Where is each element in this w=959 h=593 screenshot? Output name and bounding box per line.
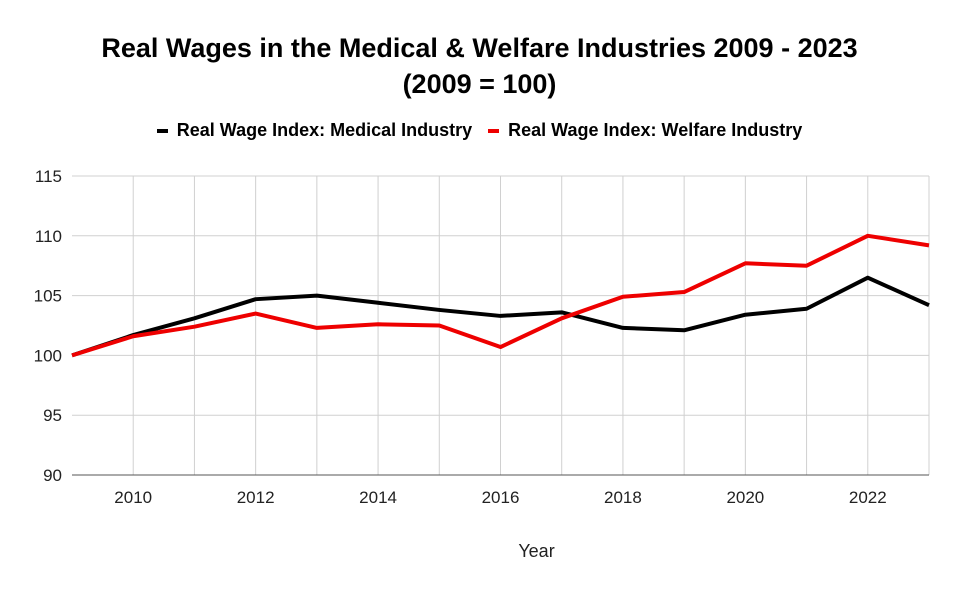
x-tick-label-2018: 2018	[604, 488, 642, 507]
y-tick-label-105: 105	[34, 287, 62, 306]
legend: Real Wage Index: Medical Industry Real W…	[0, 120, 959, 141]
x-tick-label-2014: 2014	[359, 488, 397, 507]
x-axis-title: Year	[518, 541, 554, 561]
x-tick-label-2020: 2020	[726, 488, 764, 507]
y-tick-label-115: 115	[35, 167, 62, 186]
chart-title-line-1: Real Wages in the Medical & Welfare Indu…	[101, 33, 858, 63]
x-tick-label-2010: 2010	[114, 488, 152, 507]
y-tick-label-95: 95	[43, 406, 62, 425]
x-tick-label-2016: 2016	[482, 488, 520, 507]
series-line-medical	[71, 275, 930, 358]
legend-item-welfare: Real Wage Index: Welfare Industry	[488, 120, 802, 141]
legend-label-medical: Real Wage Index: Medical Industry	[176, 120, 473, 140]
chart-title-line-2: (2009 = 100)	[402, 69, 557, 99]
legend-swatch-welfare	[488, 128, 500, 133]
y-tick-label-110: 110	[35, 227, 62, 246]
legend-label-welfare: Real Wage Index: Welfare Industry	[508, 120, 803, 140]
series-line-welfare	[71, 233, 930, 358]
x-tick-label-2022: 2022	[849, 488, 887, 507]
legend-swatch-medical	[156, 128, 168, 133]
y-tick-label-90: 90	[43, 466, 62, 485]
legend-item-medical: Real Wage Index: Medical Industry	[156, 120, 473, 141]
chart-title: Real Wages in the Medical & Welfare Indu…	[0, 30, 959, 102]
x-tick-label-2012: 2012	[237, 488, 275, 507]
y-tick-label-100: 100	[34, 346, 62, 365]
